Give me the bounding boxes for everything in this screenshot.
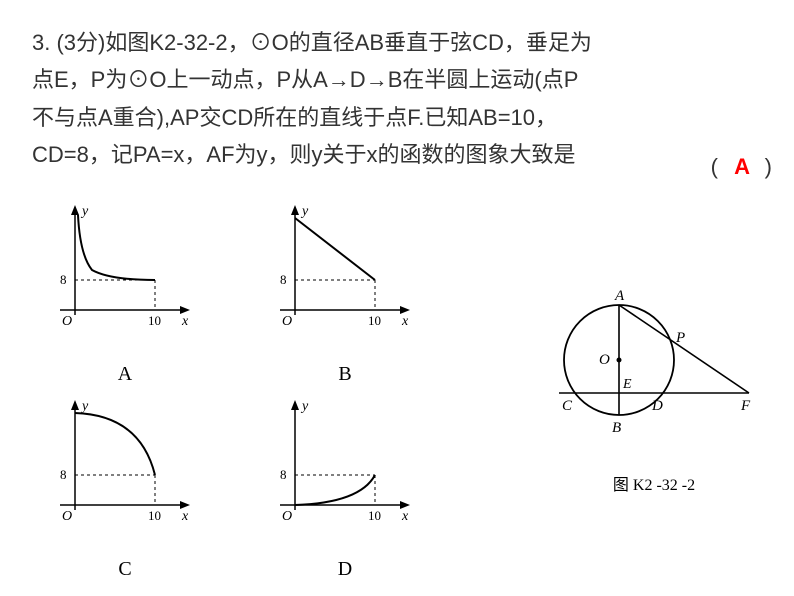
option-d: y x O 8 10 D bbox=[270, 395, 420, 555]
chart-d: y x O 8 10 bbox=[270, 395, 420, 540]
pt-O: O bbox=[599, 352, 610, 368]
option-a-label: A bbox=[118, 363, 132, 386]
option-b-label: B bbox=[338, 363, 351, 386]
axis-y-label: y bbox=[80, 204, 89, 219]
axis-x-label: x bbox=[401, 314, 409, 329]
q-line2: 点E，P为⊙O上一动点，P从A→D→B在半圆上运动(点P bbox=[32, 61, 762, 98]
q-line3: 不与点A重合),AP交CD所在的直线于点F.已知AB=10， bbox=[32, 99, 762, 136]
origin-label: O bbox=[62, 314, 72, 329]
axis-x-label: x bbox=[401, 509, 409, 524]
pt-P: P bbox=[675, 330, 685, 346]
q-line1: 3. (3分)如图K2-32-2，⊙O的直径AB垂直于弦CD，垂足为 bbox=[32, 24, 762, 61]
answer-letter: A bbox=[734, 154, 750, 180]
q-line4: CD=8，记PA=x，AF为y，则y关于x的函数的图象大致是 bbox=[32, 136, 762, 173]
origin-label: O bbox=[282, 314, 292, 329]
x-tick: 10 bbox=[368, 313, 381, 328]
y-tick: 8 bbox=[60, 272, 67, 287]
pt-F: F bbox=[740, 398, 751, 414]
pt-C: C bbox=[562, 398, 573, 414]
option-d-label: D bbox=[338, 558, 352, 581]
paren-right: ) bbox=[765, 154, 772, 180]
axis-x-label: x bbox=[181, 314, 189, 329]
question-text: 3. (3分)如图K2-32-2，⊙O的直径AB垂直于弦CD，垂足为 点E，P为… bbox=[32, 24, 762, 174]
origin-label: O bbox=[282, 509, 292, 524]
y-tick: 8 bbox=[280, 272, 287, 287]
pt-E: E bbox=[622, 377, 632, 392]
circle-diagram: A B C D E F O P 图 K2 -32 -2 bbox=[544, 260, 764, 465]
option-c-label: C bbox=[118, 558, 131, 581]
chart-b: y x O 8 10 bbox=[270, 200, 420, 345]
origin-label: O bbox=[62, 509, 72, 524]
option-a: y x O 8 10 A bbox=[50, 200, 200, 360]
axis-x-label: x bbox=[181, 509, 189, 524]
axis-y-label: y bbox=[300, 204, 309, 219]
pt-D: D bbox=[651, 398, 663, 414]
pt-B: B bbox=[612, 420, 621, 436]
option-b: y x O 8 10 B bbox=[270, 200, 420, 360]
option-c: y x O 8 10 C bbox=[50, 395, 200, 555]
chart-c: y x O 8 10 bbox=[50, 395, 200, 540]
chart-a: y x O 8 10 bbox=[50, 200, 200, 345]
x-tick: 10 bbox=[368, 508, 381, 523]
y-tick: 8 bbox=[280, 467, 287, 482]
y-tick: 8 bbox=[60, 467, 67, 482]
pt-A: A bbox=[614, 288, 625, 304]
paren-left: ( bbox=[711, 154, 718, 180]
geometry-svg: A B C D E F O P bbox=[544, 260, 764, 460]
axis-y-label: y bbox=[80, 399, 89, 414]
diagram-caption: 图 K2 -32 -2 bbox=[613, 471, 695, 495]
x-tick: 10 bbox=[148, 313, 161, 328]
axis-y-label: y bbox=[300, 399, 309, 414]
x-tick: 10 bbox=[148, 508, 161, 523]
